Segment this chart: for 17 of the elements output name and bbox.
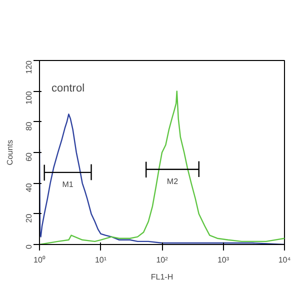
y-tick-label: 20 xyxy=(24,213,34,223)
annotation: control xyxy=(52,82,85,94)
y-tick-label: 0 xyxy=(24,244,34,249)
y-tick-label: 40 xyxy=(24,182,34,192)
y-tick-label: 60 xyxy=(24,152,34,162)
y-axis-title: Counts xyxy=(6,140,14,166)
x-tick-label: 10⁰ xyxy=(34,256,46,264)
annotation: M2 xyxy=(166,177,179,186)
x-tick-label: 10³ xyxy=(217,256,230,264)
x-tick-label: 10² xyxy=(156,256,168,264)
annotation: M1 xyxy=(62,180,74,190)
y-tick-label: 100 xyxy=(24,90,34,105)
x-tick-label: 10¹ xyxy=(94,256,107,264)
y-tick-label: 120 xyxy=(24,60,34,74)
x-tick-label: 10⁴ xyxy=(278,256,292,264)
x-axis-title: FL1-H xyxy=(150,272,174,282)
y-tick-label: 80 xyxy=(24,121,34,131)
